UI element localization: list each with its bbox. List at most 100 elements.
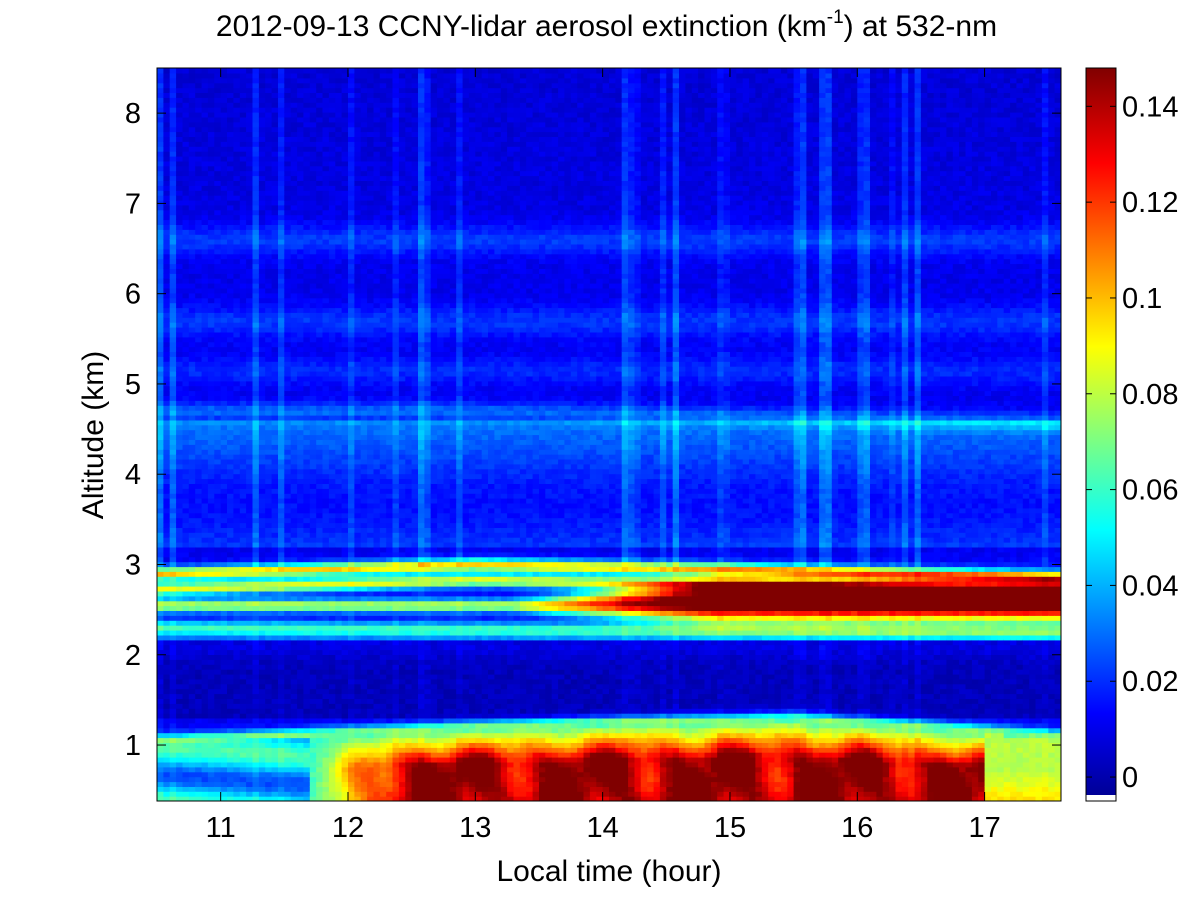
heatmap-cell [195,708,202,714]
heatmap-cell [163,190,170,196]
heatmap-cell [240,523,247,529]
heatmap-cell [329,195,336,201]
heatmap-cell [367,757,374,763]
heatmap-cell [259,752,266,758]
heatmap-cell [233,601,240,607]
heatmap-cell [291,102,298,108]
heatmap-cell [316,224,323,230]
heatmap-cell [227,410,234,416]
heatmap-cell [303,777,310,783]
heatmap-cell [240,586,247,592]
heatmap-cell [316,136,323,142]
heatmap-cell [335,171,342,177]
heatmap-cell [310,742,317,748]
heatmap-cell [323,625,330,631]
heatmap-cell [170,391,177,397]
heatmap-cell [176,386,183,392]
heatmap-cell [221,659,228,665]
heatmap-cell [272,112,279,118]
heatmap-cell [214,268,221,274]
heatmap-cell [259,537,266,543]
heatmap-cell [335,298,342,304]
heatmap-cell [316,122,323,128]
heatmap-cell [227,303,234,309]
heatmap-cell [323,723,330,729]
heatmap-cell [303,664,310,670]
heatmap-cell [265,97,272,103]
heatmap-cell [170,532,177,538]
heatmap-cell [233,464,240,470]
heatmap-cell [253,762,260,768]
heatmap-cell [272,483,279,489]
heatmap-cell [310,171,317,177]
heatmap-cell [348,547,355,553]
heatmap-cell [272,537,279,543]
heatmap-cell [208,596,215,602]
heatmap-cell [221,386,228,392]
heatmap-cell [310,342,317,348]
heatmap-cell [246,547,253,553]
heatmap-cell [253,141,260,147]
heatmap-cell [329,244,336,250]
heatmap-cell [291,435,298,441]
heatmap-cell [189,698,196,704]
heatmap-cell [208,508,215,514]
heatmap-cell [189,239,196,245]
heatmap-cell [221,723,228,729]
heatmap-cell [195,493,202,499]
heatmap-cell [342,767,349,773]
heatmap-cell [297,210,304,216]
heatmap-cell [195,498,202,504]
heatmap-cell [253,347,260,353]
heatmap-cell [240,107,247,113]
heatmap-cell [323,698,330,704]
heatmap-cell [265,523,272,529]
heatmap-cell [361,733,368,739]
heatmap-cell [195,444,202,450]
heatmap-cell [170,264,177,270]
heatmap-cell [214,78,221,84]
heatmap-cell [291,694,298,700]
heatmap-cell [361,68,368,74]
heatmap-cell [265,317,272,323]
heatmap-cell [265,435,272,441]
heatmap-cell [323,606,330,612]
heatmap-cell [265,586,272,592]
heatmap-cell [335,508,342,514]
heatmap-cell [189,479,196,485]
heatmap-cell [183,645,190,651]
heatmap-cell [170,195,177,201]
heatmap-cell [170,669,177,675]
heatmap-cell [246,293,253,299]
heatmap-cell [303,112,310,118]
heatmap-cell [272,68,279,74]
heatmap-cell [176,767,183,773]
heatmap-cell [361,747,368,753]
heatmap-cell [310,239,317,245]
heatmap-cell [253,723,260,729]
heatmap-cell [246,205,253,211]
heatmap-cell [214,293,221,299]
heatmap-cell [202,288,209,294]
heatmap-cell [342,395,349,401]
heatmap-cell [233,386,240,392]
heatmap-cell [208,689,215,695]
heatmap-cell [291,234,298,240]
heatmap-cell [303,361,310,367]
heatmap-cell [227,73,234,79]
heatmap-cell [348,92,355,98]
heatmap-cell [303,601,310,607]
heatmap-cell [157,83,164,89]
heatmap-cell [310,635,317,641]
heatmap-cell [157,180,164,186]
heatmap-cell [163,342,170,348]
heatmap-cell [202,166,209,172]
heatmap-cell [214,166,221,172]
heatmap-cell [253,430,260,436]
heatmap-cell [246,464,253,470]
heatmap-cell [176,581,183,587]
heatmap-cell [354,747,361,753]
heatmap-cell [246,571,253,577]
heatmap-cell [259,782,266,788]
heatmap-cell [265,73,272,79]
